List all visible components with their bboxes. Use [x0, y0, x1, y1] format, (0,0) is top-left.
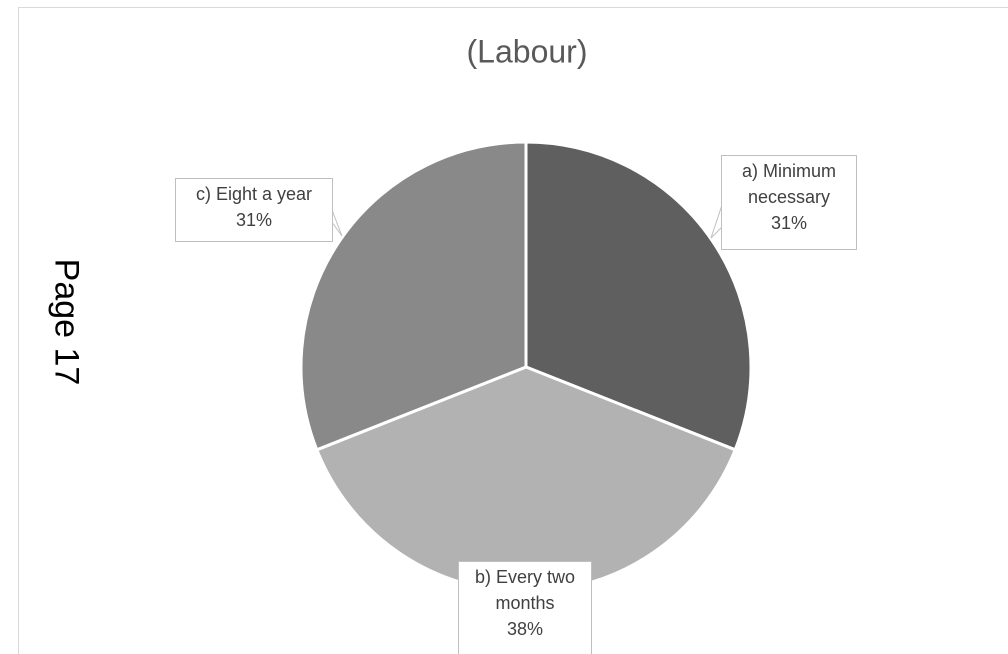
page-number: Page 17: [47, 258, 86, 386]
chart-title: (Labour): [466, 33, 588, 70]
data-label-value: 31%: [235, 210, 273, 230]
data-label-eight-a-year: c) Eight a year 31%: [175, 178, 333, 242]
data-label-category: c) Eight a year: [195, 184, 313, 204]
data-label-category: a) Minimum: [741, 161, 836, 181]
data-label-category: months: [495, 593, 555, 613]
data-label-every-two-months: b) Every two months 38%: [458, 561, 592, 654]
data-label-minimum-necessary: a) Minimum necessary 31%: [721, 155, 857, 250]
data-label-value: 31%: [770, 213, 808, 233]
pie-slice-minimum-necessary: [524, 140, 753, 452]
pie-chart: [299, 140, 753, 594]
pie-slice-eight-a-year: [299, 140, 528, 452]
data-label-category: b) Every two: [474, 567, 576, 587]
callout-pointer-minimum-necessary: [710, 204, 723, 239]
data-label-category: necessary: [747, 187, 831, 207]
data-label-value: 38%: [506, 619, 544, 639]
